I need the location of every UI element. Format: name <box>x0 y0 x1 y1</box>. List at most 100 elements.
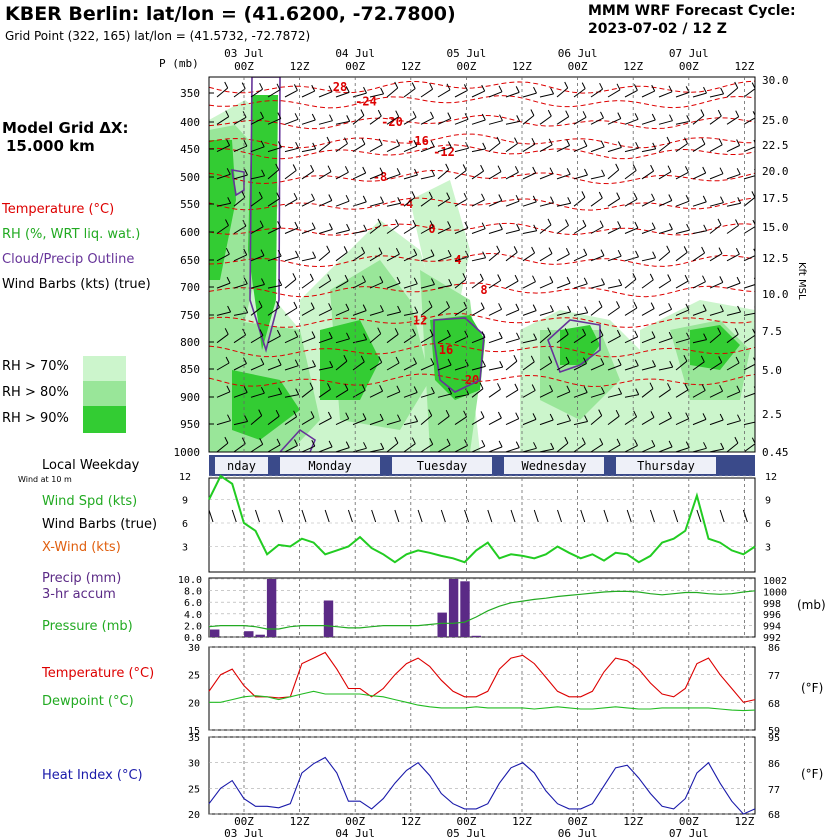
wind-barb <box>386 225 399 234</box>
wind-barb-flag <box>599 329 604 336</box>
top-time-label-5: 12Z <box>512 60 532 73</box>
wind-barb-flag <box>498 331 503 339</box>
wind-barb <box>267 415 280 426</box>
wind-barb-flag <box>346 115 351 122</box>
wind-barb-flag <box>226 139 231 146</box>
wind-barb-flag <box>616 438 621 446</box>
temperature-unit-f: (°F) <box>801 681 824 695</box>
wind-barb-flag <box>564 436 569 444</box>
wind-barb <box>539 173 554 180</box>
wind-barb-flag <box>277 141 282 148</box>
wind-barb-flag <box>634 359 639 366</box>
wind-barb <box>318 337 333 344</box>
wind-barb <box>743 421 755 426</box>
wind-barb <box>624 89 638 98</box>
wind-barb <box>403 283 418 289</box>
wind-barb <box>522 418 537 426</box>
wind-barb-flag <box>292 164 297 171</box>
wind-barb-flag <box>651 113 656 121</box>
wind-barb-flag <box>581 82 586 89</box>
wind-barb-flag <box>516 332 520 340</box>
wind-barb-flag <box>497 274 502 281</box>
kft-tick-label: 12.5 <box>762 252 789 265</box>
wind-barb-flag <box>668 331 673 339</box>
wind-barb <box>658 446 673 452</box>
temperature-contour-label: -20 <box>381 115 403 129</box>
wind-barb-flag <box>547 109 552 117</box>
surface-wind-barb <box>487 509 493 523</box>
wind-barb <box>658 388 671 398</box>
wind-barb-flag <box>564 328 569 335</box>
wind-barb <box>556 442 569 452</box>
wind-barb-flag <box>343 246 348 253</box>
wind-barb <box>726 442 739 452</box>
wind-barb-flag <box>734 81 739 89</box>
wind-barb <box>522 447 537 452</box>
wind-barb-flag <box>312 251 317 258</box>
wind-barb <box>692 115 705 125</box>
pressure-tick-label-right: 996 <box>763 610 781 621</box>
wind-barb <box>658 228 673 234</box>
wind-barb-flag <box>446 438 451 446</box>
wind-barb-flag <box>514 137 518 144</box>
wind-barb-flag <box>635 388 640 395</box>
wind-barb <box>607 198 620 207</box>
wind-barb <box>335 251 348 262</box>
wind-barb <box>573 392 588 398</box>
wind-barb-flag <box>413 357 417 364</box>
wind-barb <box>624 416 637 426</box>
wind-barb-flag <box>702 304 707 311</box>
wind-barb-flag <box>362 166 367 174</box>
wind-barb <box>624 336 638 344</box>
wind-barb-flag <box>361 246 366 254</box>
wind-barb <box>539 448 554 452</box>
wind-barb-flag <box>344 166 349 173</box>
wind-barb-flag <box>447 221 452 228</box>
wind-barb-flag <box>548 138 553 146</box>
wind-barb <box>709 115 722 125</box>
wind-barb-flag <box>343 354 348 362</box>
wind-barb-flag <box>259 220 264 227</box>
wind-barb <box>573 421 588 426</box>
wind-barb <box>233 174 248 180</box>
wind-barb <box>573 197 586 207</box>
wind-barb-flag <box>294 330 299 338</box>
wind-barb-flag <box>311 222 316 229</box>
wind-barb <box>590 146 605 153</box>
wind-barb <box>471 90 485 98</box>
top-time-label-0: 00Z <box>234 60 254 73</box>
model-label: MMM WRF Forecast Cycle: <box>588 3 796 19</box>
wind-barb <box>369 361 382 371</box>
wind-barb-flag <box>720 87 725 95</box>
kft-tick-label: 17.5 <box>762 192 789 205</box>
wind-barb-flag <box>685 412 690 419</box>
wind-barb <box>250 88 263 98</box>
wind-barb-flag <box>345 194 350 202</box>
wind-barb <box>488 366 503 371</box>
wind-barb-flag <box>616 301 620 308</box>
wind-tick-label-left: 9 <box>182 496 188 507</box>
wind-barb <box>301 365 316 371</box>
wind-barb <box>556 420 571 426</box>
wind-barb <box>505 229 520 234</box>
grid-point-label: Grid Point (322, 165) lat/lon = (41.5732… <box>5 29 311 43</box>
gridlines <box>209 77 755 815</box>
surface-wind-barb <box>557 509 562 523</box>
wind-barb-flag <box>413 277 418 285</box>
wind-barb-flag <box>394 81 399 89</box>
wind-barb <box>216 333 229 344</box>
wind-barb <box>488 120 503 125</box>
pressure-tick-label-right: 998 <box>763 599 781 610</box>
wind-barb-flag <box>567 414 571 421</box>
wind-barb <box>556 333 569 344</box>
wind-barb-flag <box>567 305 572 313</box>
wind-barb-flag <box>277 249 282 257</box>
wind-barb-flag <box>649 382 654 389</box>
wind-barb <box>709 361 722 371</box>
wind-barb <box>335 418 349 426</box>
wind-barb <box>641 445 656 452</box>
wind-barb <box>284 170 297 180</box>
wind-barb-flag <box>601 278 605 285</box>
wind-barb <box>658 280 671 289</box>
wind-barb-flag <box>394 436 399 444</box>
